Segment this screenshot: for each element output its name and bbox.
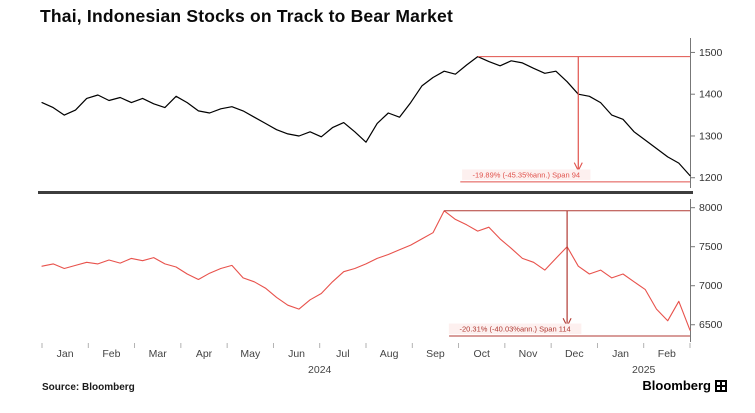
svg-text:-20.31% (-40.03%ann.) Span 114: -20.31% (-40.03%ann.) Span 114 [460,325,571,334]
chart-title: Thai, Indonesian Stocks on Track to Bear… [40,6,453,26]
svg-text:Apr: Apr [196,348,213,360]
bloomberg-terminal-icon [715,379,727,392]
svg-text:Jan: Jan [612,348,629,360]
svg-text:May: May [240,348,261,360]
svg-text:Jan: Jan [57,348,74,360]
svg-text:Feb: Feb [102,348,120,360]
svg-text:8000: 8000 [699,202,723,214]
svg-text:1300: 1300 [699,130,723,142]
svg-text:Dec: Dec [565,348,584,360]
svg-text:-19.89% (-45.35%ann.) Span 94: -19.89% (-45.35%ann.) Span 94 [472,170,580,179]
svg-text:Jul: Jul [336,348,349,360]
svg-text:1400: 1400 [699,89,723,101]
svg-text:7000: 7000 [699,280,723,292]
bloomberg-logo: Bloomberg [642,378,727,393]
bloomberg-wordmark: Bloomberg [642,378,711,393]
svg-text:7500: 7500 [699,241,723,253]
svg-text:Oct: Oct [474,348,490,360]
svg-text:1200: 1200 [699,172,723,184]
svg-text:Mar: Mar [149,348,168,360]
svg-text:Sep: Sep [426,348,445,360]
svg-text:Aug: Aug [380,348,399,360]
svg-text:Jun: Jun [288,348,305,360]
svg-text:1500: 1500 [699,47,723,59]
svg-text:Feb: Feb [658,348,676,360]
svg-text:2025: 2025 [632,364,656,376]
source-note: Source: Bloomberg [42,382,135,393]
svg-text:Nov: Nov [519,348,538,360]
svg-text:6500: 6500 [699,319,723,331]
svg-text:2024: 2024 [308,364,332,376]
